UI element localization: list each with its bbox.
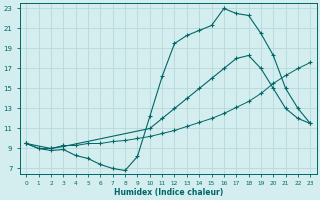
X-axis label: Humidex (Indice chaleur): Humidex (Indice chaleur) (114, 188, 223, 197)
